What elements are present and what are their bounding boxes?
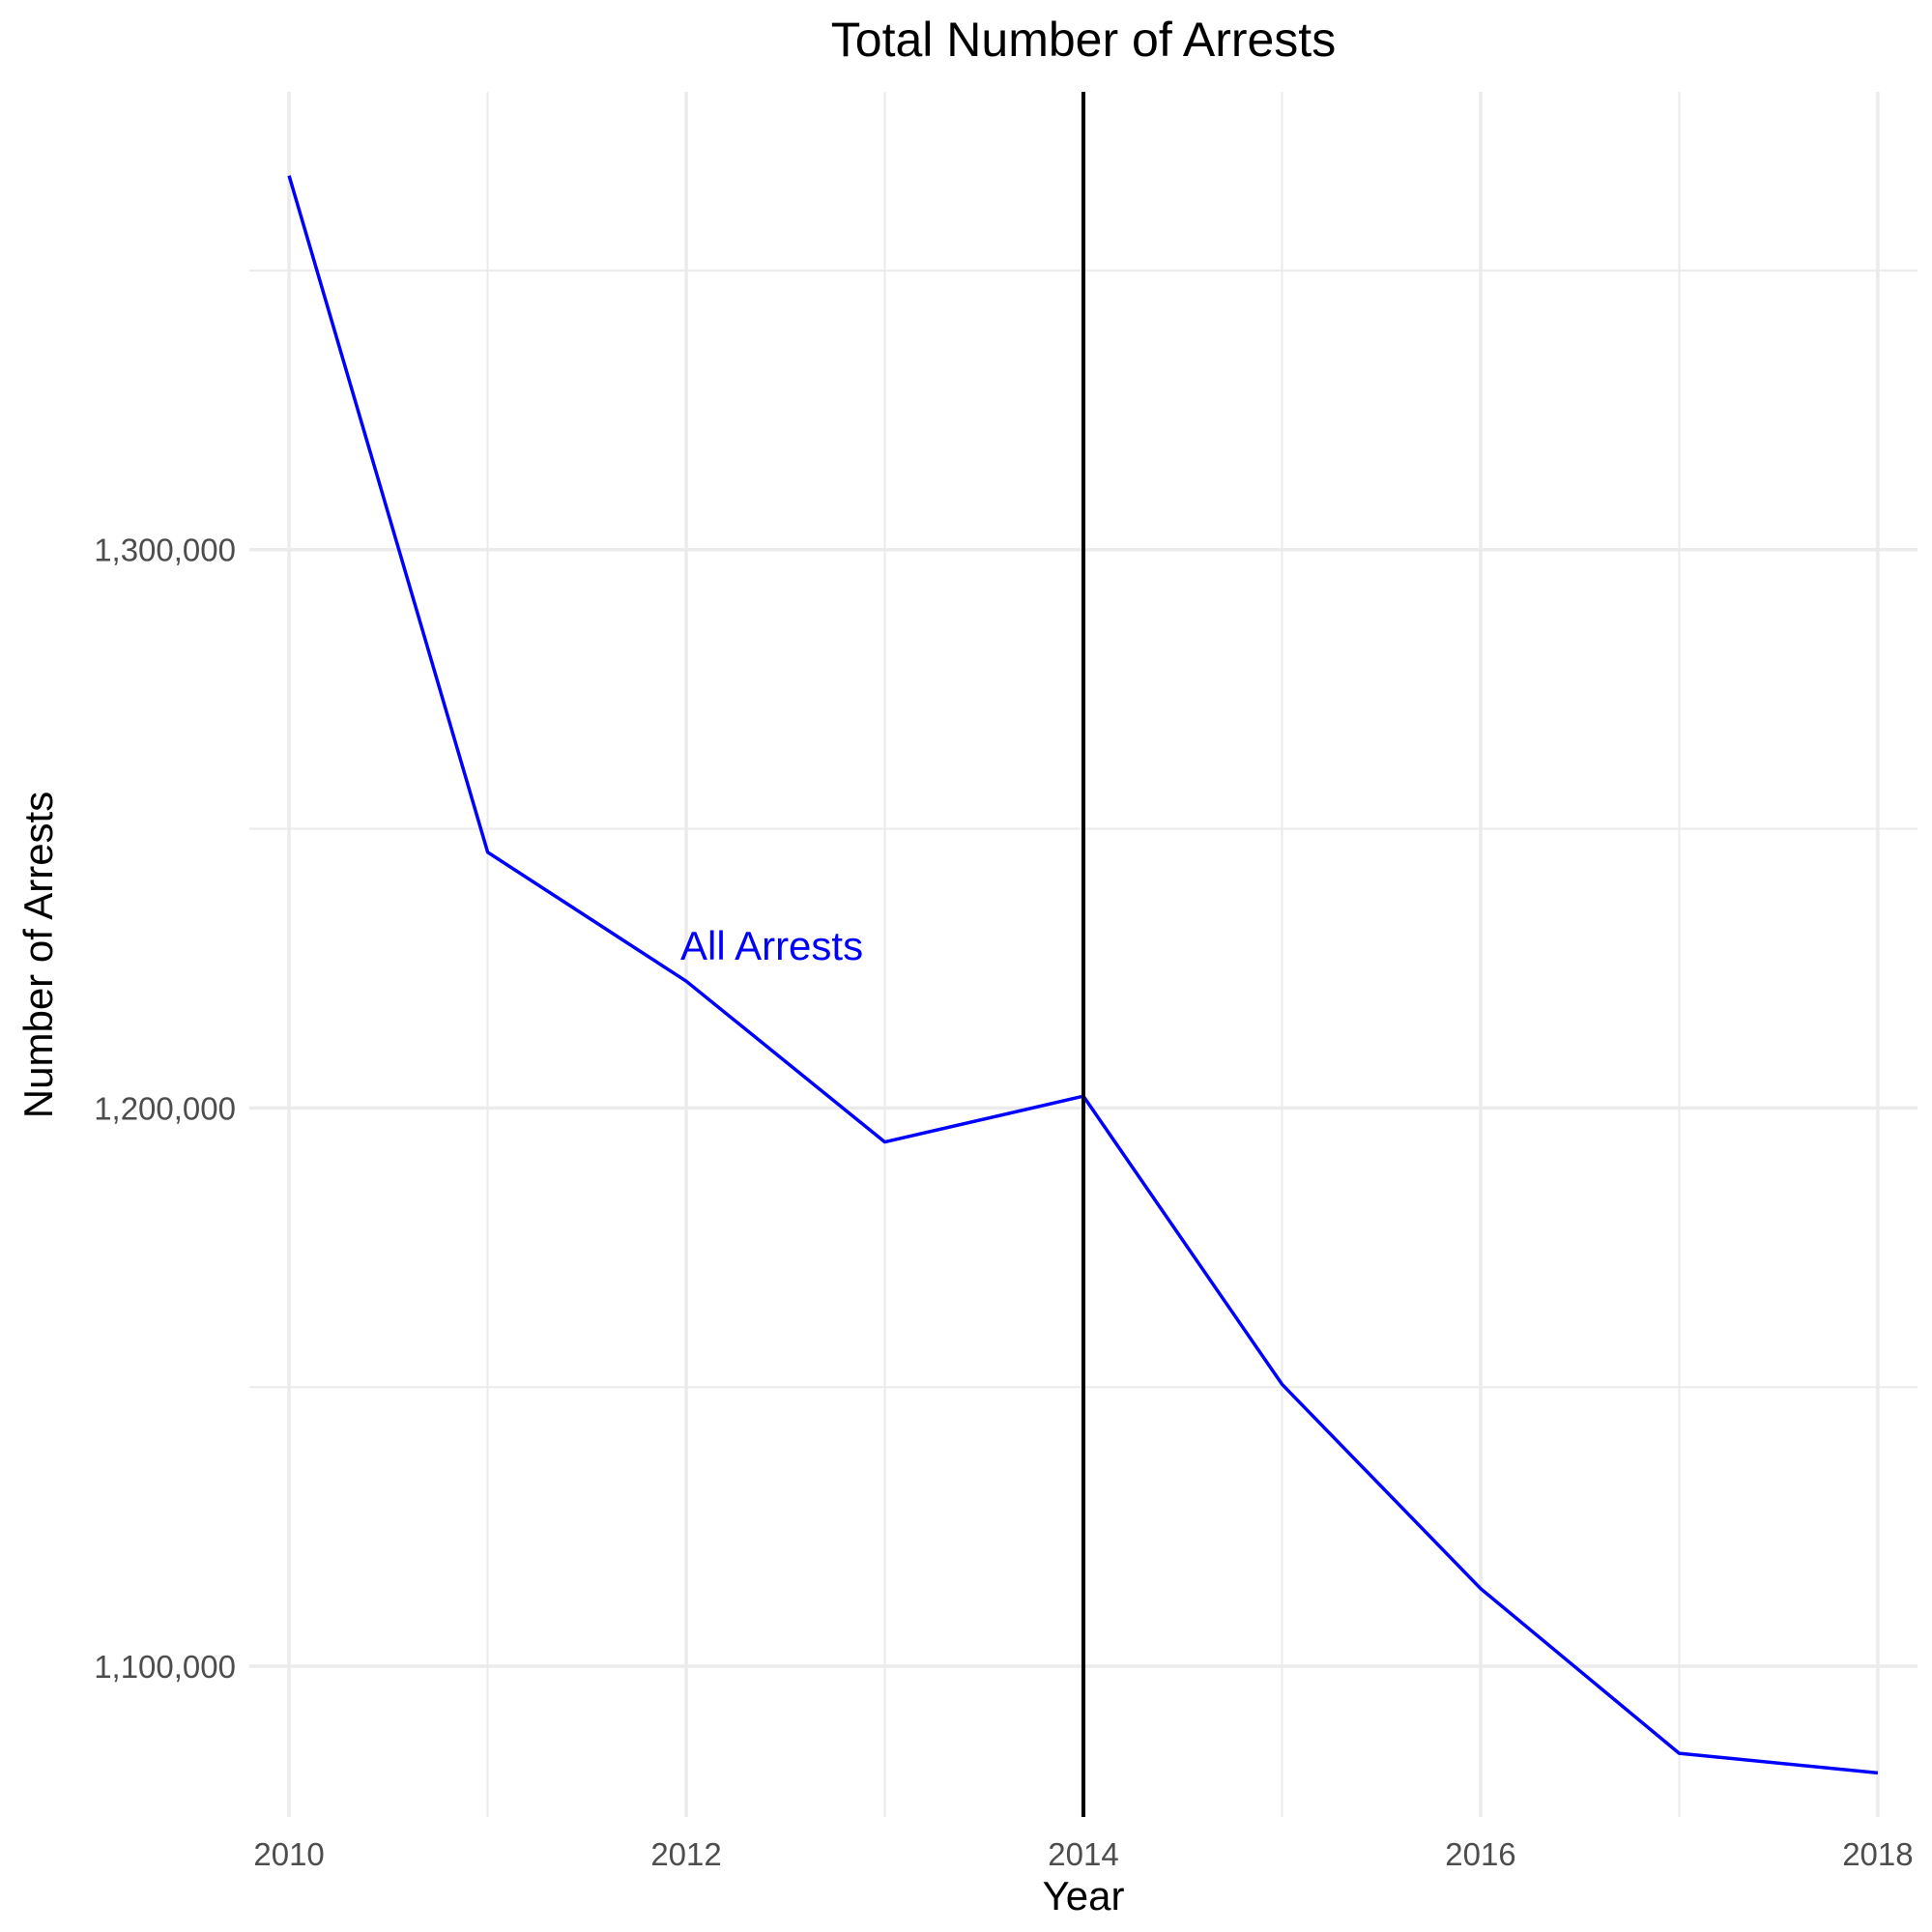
annotation-layer: All Arrests <box>680 923 863 968</box>
x-axis-title: Year <box>1043 1873 1125 1918</box>
chart-title: Total Number of Arrests <box>831 13 1336 67</box>
x-tick-label: 2014 <box>1048 1836 1118 1872</box>
y-axis-title: Number of Arrests <box>15 792 61 1118</box>
y-tick-label: 1,100,000 <box>94 1649 236 1685</box>
x-tick-label: 2018 <box>1842 1836 1913 1872</box>
x-tick-label: 2012 <box>650 1836 721 1872</box>
x-tick-label: 2016 <box>1445 1836 1515 1872</box>
y-tick-label: 1,200,000 <box>94 1090 236 1126</box>
y-tick-label: 1,300,000 <box>94 533 236 568</box>
x-tick-label: 2010 <box>253 1836 324 1872</box>
annotation-label: All Arrests <box>680 923 863 968</box>
tick-label-layer: 2010 2012 2014 2016 2018 1,100,000 1,200,000 1,… <box>94 533 1913 1872</box>
